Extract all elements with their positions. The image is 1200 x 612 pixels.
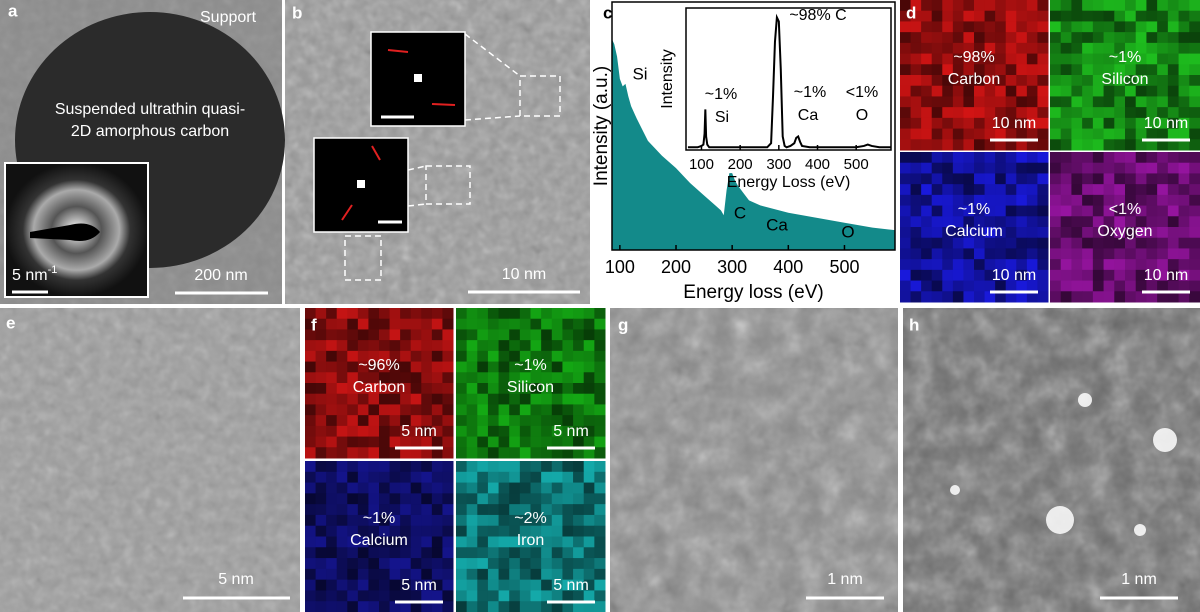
map	[1050, 0, 1200, 151]
axes-frame	[611, 1, 896, 251]
scale-label: 1 nm	[1121, 571, 1157, 588]
map	[900, 0, 1049, 151]
scale-label: 5 nm	[401, 423, 437, 440]
panel-a: a Support Suspended ultrathin quasi- 2D …	[0, 0, 285, 304]
map-fraction: ~96%	[358, 357, 399, 374]
y-axis-label: Intensity	[659, 49, 676, 109]
scale-label: 5 nm-1	[12, 264, 57, 284]
panel-e: e 5 nm	[0, 308, 300, 612]
scale-label: 1 nm	[827, 571, 863, 588]
scale-label: 5 nm	[401, 577, 437, 594]
scale-label: 5 nm	[218, 571, 254, 588]
annotation: Si	[715, 109, 729, 126]
inset-background	[683, 5, 894, 150]
panel-label: d	[906, 3, 916, 22]
annotation: C	[734, 203, 746, 222]
scale-label: 5 nm	[553, 423, 589, 440]
x-tick-label: 200	[661, 257, 691, 277]
x-tick-label: 300	[766, 156, 791, 173]
map	[900, 152, 1049, 303]
scale-label: 10 nm	[992, 267, 1036, 284]
spectrum-area	[612, 39, 895, 251]
map-element: Silicon	[507, 379, 554, 396]
annotation: ~98% C	[789, 7, 846, 24]
map	[456, 308, 606, 459]
map-element: Silicon	[1101, 71, 1148, 88]
map-fraction: ~1%	[514, 357, 546, 374]
scale-label: 10 nm	[992, 115, 1036, 132]
map-fraction: <1%	[1109, 201, 1141, 218]
x-tick-label: 400	[773, 257, 803, 277]
x-tick-label: 500	[844, 156, 869, 173]
scale-label: 10 nm	[1144, 267, 1188, 284]
map-element: Oxygen	[1097, 223, 1152, 240]
annotation: Ca	[798, 107, 819, 124]
annotation: Si	[632, 64, 647, 83]
scale-label: 10 nm	[1144, 115, 1188, 132]
scale-label: 200 nm	[194, 267, 247, 284]
panel-h: h 1 nm	[903, 308, 1200, 612]
annotation: O	[841, 222, 854, 241]
annotation: ~1%	[794, 84, 826, 101]
map-fraction: ~98%	[953, 49, 994, 66]
elemental-maps: ~98% Carbon 10 nm ~1% Silicon 10 nm ~1% Calcium…	[305, 0, 1200, 612]
panel-label: f	[311, 315, 317, 334]
map-element: Carbon	[948, 71, 1000, 88]
map	[305, 308, 454, 459]
caption: Suspended ultrathin quasi-	[55, 101, 245, 118]
panel-label: g	[618, 315, 628, 334]
map-element: Carbon	[353, 379, 405, 396]
panel-label: h	[909, 315, 919, 334]
x-tick-label: 500	[829, 257, 859, 277]
annotation: O	[856, 107, 868, 124]
spectrum-line	[687, 13, 891, 149]
x-tick-label: 200	[728, 156, 753, 173]
x-tick-label: 400	[805, 156, 830, 173]
label: Support	[200, 9, 257, 26]
map-element: Calcium	[350, 532, 408, 549]
map-element: Calcium	[945, 223, 1003, 240]
annotation: <1%	[846, 84, 878, 101]
panel-c: c 100 200 300 400 500 Energy loss (eV) Intensi…	[591, 1, 896, 303]
x-axis-label: Energy Loss (eV)	[727, 174, 851, 191]
map-fraction: ~1%	[1109, 49, 1141, 66]
map-element: Iron	[517, 532, 545, 549]
x-tick-label: 300	[717, 257, 747, 277]
map	[1050, 152, 1200, 303]
scale-label: 10 nm	[502, 266, 546, 283]
map-fraction: ~1%	[958, 201, 990, 218]
annotation: ~1%	[705, 86, 737, 103]
x-axis-label: Energy loss (eV)	[683, 282, 823, 303]
x-tick-label: 100	[605, 257, 635, 277]
caption: 2D amorphous carbon	[71, 123, 229, 140]
map-fraction: ~1%	[363, 510, 395, 527]
panel-label: e	[6, 313, 15, 332]
scale-label: 5 nm	[553, 577, 589, 594]
annotation: Ca	[766, 215, 788, 234]
panel-label: c	[603, 3, 612, 22]
x-tick-label: 100	[689, 156, 714, 173]
axes-frame	[685, 7, 892, 151]
panel-g: g 1 nm	[610, 308, 898, 612]
map	[456, 461, 606, 612]
panel-b: b 10 nm	[285, 0, 590, 304]
panel-label: a	[8, 1, 18, 20]
map-fraction: ~2%	[514, 510, 546, 527]
panel-label: b	[292, 3, 302, 22]
map	[305, 461, 454, 612]
y-axis-label: Intensity (a.u.)	[591, 66, 612, 186]
